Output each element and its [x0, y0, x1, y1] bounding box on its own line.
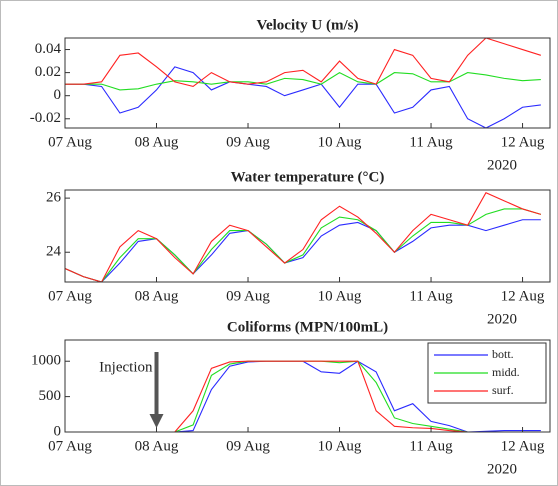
annotation-arrow-head [149, 414, 164, 428]
axes-box [64, 339, 551, 433]
series-line [65, 208, 542, 282]
series-line [65, 192, 542, 282]
annotation: Injection [99, 359, 153, 375]
y-tick-label: 24 [46, 244, 62, 260]
chart-title: Coliforms (MPN/100mL) [227, 319, 388, 335]
y-tick-label: 0 [54, 423, 62, 439]
series-line [65, 38, 542, 88]
x-tick-label: 07 Aug [48, 288, 92, 304]
x-tick-label: 10 Aug [318, 134, 362, 150]
x-tick-label: 09 Aug [226, 288, 270, 304]
y-tick-label: 0 [54, 87, 62, 103]
axes-box [64, 37, 551, 129]
series-line [65, 219, 541, 282]
axes-box [64, 189, 551, 283]
x-tick-label: 12 Aug [501, 438, 545, 454]
x-tick-label: 09 Aug [226, 134, 270, 150]
legend-label: midd. [492, 365, 520, 379]
x-tick-label: 12 Aug [501, 134, 545, 150]
legend-label: surf. [492, 383, 514, 397]
plot-area [65, 38, 550, 128]
x-tick-label: 08 Aug [135, 288, 179, 304]
chart-title: Water temperature (°C) [231, 169, 385, 185]
x-tick-label: 10 Aug [318, 438, 362, 454]
x-tick-label: 09 Aug [226, 438, 270, 454]
y-tick-label: 500 [39, 388, 62, 404]
y-tick-label: -0.02 [30, 110, 61, 126]
chart-title: Velocity U (m/s) [257, 17, 359, 33]
x-tick-label: 11 Aug [409, 288, 453, 304]
x-tick-label: 07 Aug [48, 134, 92, 150]
x-axis-year: 2020 [487, 461, 517, 477]
x-tick-label: 08 Aug [135, 134, 179, 150]
series-line [65, 71, 541, 91]
x-tick-label: 07 Aug [48, 438, 92, 454]
series-line [65, 66, 541, 128]
legend-label: bott. [492, 347, 514, 361]
y-tick-label: 0.04 [35, 41, 62, 57]
x-tick-label: 12 Aug [501, 288, 545, 304]
y-tick-label: 26 [46, 190, 62, 206]
x-tick-label: 11 Aug [409, 438, 453, 454]
plot-area [65, 190, 550, 282]
x-tick-label: 10 Aug [318, 288, 362, 304]
x-axis-year: 2020 [487, 311, 517, 327]
x-tick-label: 08 Aug [135, 438, 179, 454]
y-tick-label: 1000 [31, 353, 61, 369]
x-tick-label: 11 Aug [409, 134, 453, 150]
y-tick-label: 0.02 [35, 64, 61, 80]
x-axis-year: 2020 [487, 157, 517, 173]
